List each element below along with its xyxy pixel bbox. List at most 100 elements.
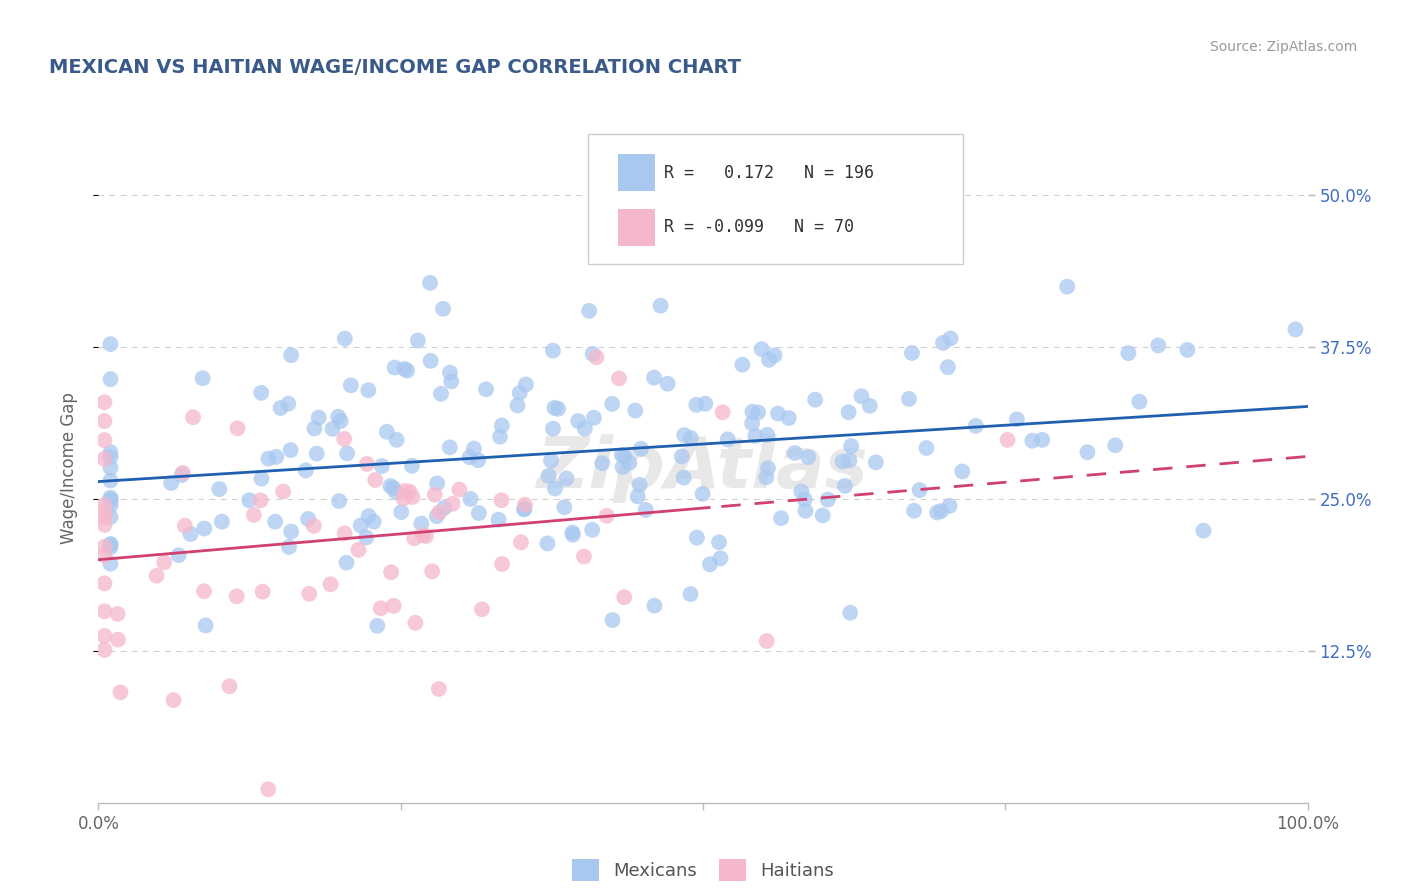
Point: [747, 405, 769, 419]
Point: [193, 522, 215, 536]
Point: [264, 450, 287, 464]
Text: R = -0.099   N = 70: R = -0.099 N = 70: [664, 219, 855, 236]
Point: [839, 439, 862, 453]
Point: [544, 482, 567, 496]
Point: [766, 407, 789, 421]
Point: [380, 566, 402, 580]
Point: [271, 484, 294, 499]
Point: [679, 431, 702, 445]
Point: [509, 385, 531, 400]
Point: [328, 409, 350, 424]
Point: [366, 619, 388, 633]
Point: [173, 518, 195, 533]
Point: [699, 558, 721, 572]
Point: [561, 525, 583, 540]
Point: [574, 421, 596, 435]
Point: [356, 457, 378, 471]
Point: [510, 535, 533, 549]
Point: [404, 615, 426, 630]
Point: [305, 447, 328, 461]
Point: [419, 276, 441, 290]
Point: [929, 504, 952, 518]
Point: [613, 591, 636, 605]
Point: [153, 555, 176, 569]
Point: [506, 399, 529, 413]
Point: [797, 450, 820, 465]
Point: [794, 504, 817, 518]
Point: [278, 540, 301, 554]
Point: [329, 414, 352, 428]
Point: [898, 392, 921, 406]
Point: [756, 427, 779, 442]
Point: [401, 458, 423, 473]
Point: [160, 475, 183, 490]
Point: [170, 468, 193, 483]
Point: [100, 372, 122, 386]
Point: [460, 491, 482, 506]
Point: [93, 498, 115, 512]
Point: [555, 471, 578, 485]
Point: [513, 498, 536, 512]
Point: [162, 693, 184, 707]
Point: [257, 782, 280, 797]
Point: [252, 584, 274, 599]
Y-axis label: Wage/Income Gap: Wage/Income Gap: [59, 392, 77, 544]
Point: [110, 685, 132, 699]
Point: [927, 505, 949, 519]
Point: [711, 405, 734, 419]
Point: [350, 518, 373, 533]
Point: [582, 347, 605, 361]
Point: [396, 363, 419, 377]
Point: [398, 484, 420, 499]
Point: [208, 482, 231, 496]
Point: [100, 493, 122, 508]
Point: [1192, 524, 1215, 538]
Legend: Mexicans, Haitians: Mexicans, Haitians: [572, 859, 834, 880]
Point: [600, 397, 623, 411]
Point: [426, 476, 449, 491]
Point: [731, 358, 754, 372]
Point: [997, 433, 1019, 447]
Point: [543, 401, 565, 415]
Point: [744, 429, 766, 443]
Point: [695, 397, 717, 411]
Point: [783, 446, 806, 460]
Point: [420, 565, 443, 579]
Point: [513, 501, 536, 516]
Point: [370, 601, 392, 615]
Point: [859, 399, 882, 413]
Point: [419, 354, 441, 368]
Point: [180, 527, 202, 541]
Point: [439, 366, 461, 380]
Point: [411, 516, 433, 531]
Point: [540, 453, 562, 467]
Point: [340, 378, 363, 392]
Point: [385, 485, 408, 500]
Point: [93, 643, 115, 657]
Point: [908, 483, 931, 497]
Point: [672, 470, 695, 484]
Point: [811, 174, 834, 188]
Point: [763, 348, 786, 362]
Point: [277, 397, 299, 411]
Point: [602, 613, 624, 627]
Point: [107, 632, 129, 647]
Bar: [619, 209, 655, 246]
Point: [294, 463, 316, 477]
Point: [384, 360, 406, 375]
Point: [412, 528, 434, 542]
Point: [363, 515, 385, 529]
Point: [333, 332, 356, 346]
Point: [100, 557, 122, 571]
Point: [628, 478, 651, 492]
Point: [553, 500, 575, 515]
Point: [612, 460, 634, 475]
Point: [389, 505, 412, 519]
Point: [741, 417, 763, 431]
Point: [449, 483, 471, 497]
Point: [915, 441, 938, 455]
Point: [932, 335, 955, 350]
Point: [333, 526, 356, 541]
Point: [692, 487, 714, 501]
Point: [515, 377, 537, 392]
